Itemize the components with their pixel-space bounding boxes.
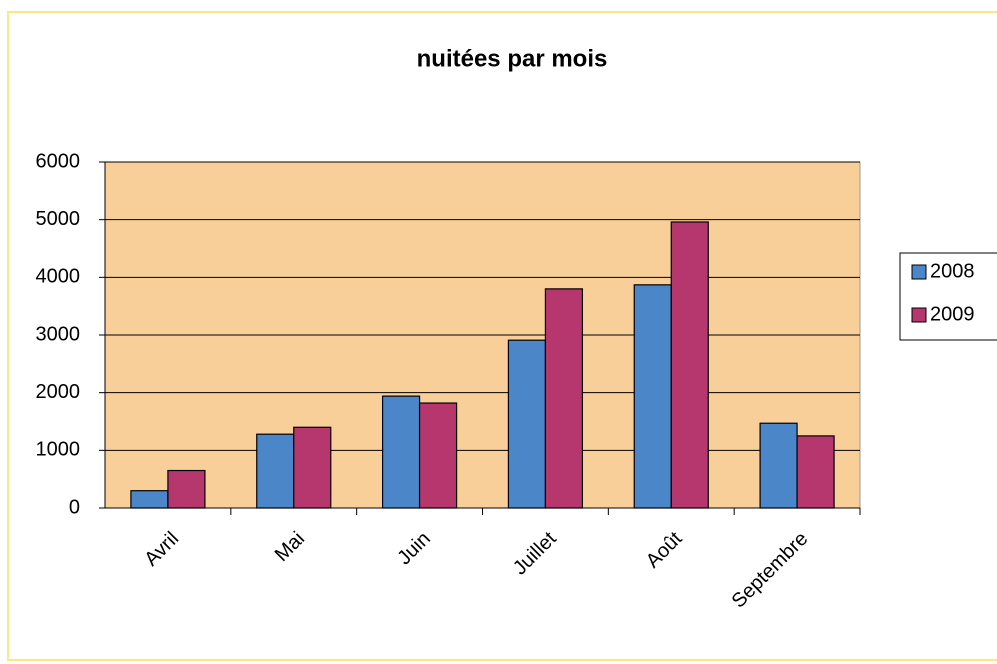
y-tick-label: 2000 bbox=[36, 381, 81, 403]
legend-label: 2009 bbox=[930, 303, 975, 325]
bar bbox=[796, 435, 835, 509]
legend-swatch bbox=[911, 264, 927, 280]
bar bbox=[293, 426, 332, 509]
bar bbox=[544, 288, 584, 509]
y-tick-label: 6000 bbox=[36, 150, 81, 172]
y-tick-label: 5000 bbox=[36, 208, 81, 230]
bar bbox=[759, 422, 798, 509]
y-tick-label: 1000 bbox=[36, 439, 81, 461]
bar bbox=[507, 339, 547, 509]
y-tick-label: 0 bbox=[69, 496, 80, 518]
bar bbox=[418, 402, 458, 509]
y-tick-label: 3000 bbox=[36, 323, 81, 345]
bar bbox=[381, 395, 421, 509]
y-tick-label: 4000 bbox=[36, 266, 81, 288]
legend-label: 2008 bbox=[930, 260, 975, 282]
bar bbox=[633, 284, 672, 509]
bar bbox=[670, 221, 709, 509]
legend-swatch bbox=[911, 307, 927, 323]
bar bbox=[130, 490, 169, 509]
bar bbox=[167, 469, 206, 509]
chart-title: nuitées par mois bbox=[417, 45, 608, 72]
bar bbox=[256, 433, 295, 509]
